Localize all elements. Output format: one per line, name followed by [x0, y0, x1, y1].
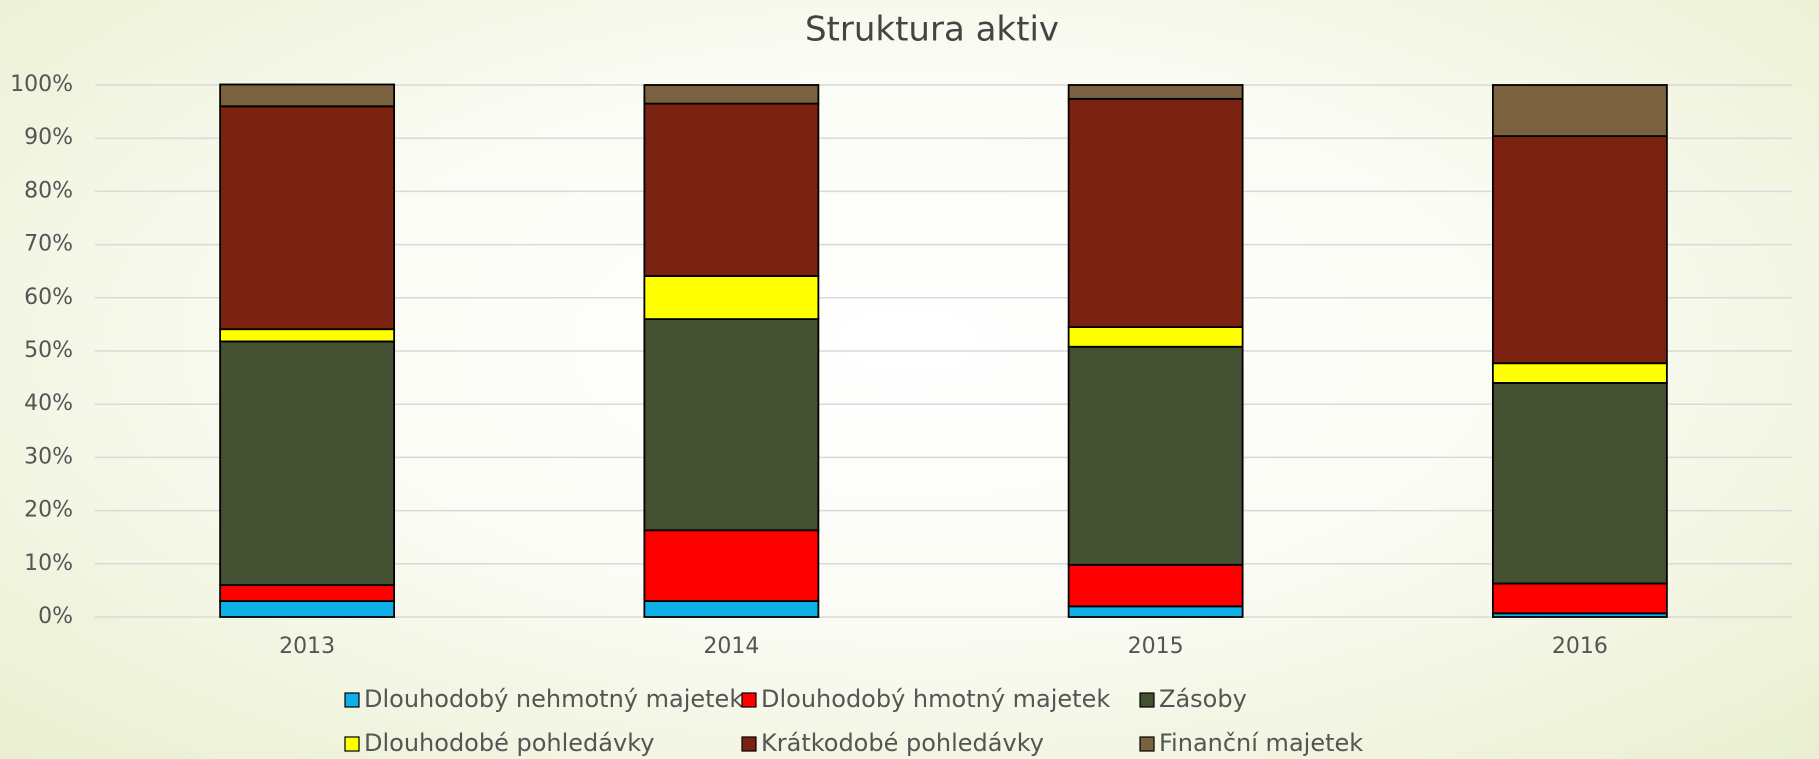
bar-segment	[1067, 605, 1244, 618]
x-tick-label: 2016	[1552, 634, 1608, 659]
bar-segment	[643, 102, 820, 277]
y-tick-label: 100%	[10, 72, 73, 97]
bar-segment	[1491, 362, 1668, 384]
bar-segment	[1491, 135, 1668, 365]
bar-segment	[1491, 582, 1668, 615]
legend-label: Zásoby	[1159, 685, 1247, 713]
bar-segment	[643, 318, 820, 532]
bar-segment	[1067, 84, 1244, 100]
legend-label: Dlouhodobý hmotný majetek	[761, 685, 1110, 713]
bar-segment	[219, 600, 396, 618]
bar-segment	[219, 340, 396, 586]
y-tick-label: 60%	[24, 285, 73, 310]
legend-swatch	[344, 736, 360, 752]
bar-segment	[219, 584, 396, 602]
chart-title: Struktura aktiv	[805, 10, 1059, 50]
legend-swatch	[741, 692, 757, 708]
y-tick-label: 70%	[24, 232, 73, 257]
legend-swatch	[1139, 692, 1155, 708]
x-tick-label: 2013	[279, 634, 335, 659]
bar-segment	[1067, 563, 1244, 608]
bar-segment	[1067, 345, 1244, 566]
y-tick-label: 0%	[38, 604, 73, 629]
bar-segment	[643, 600, 820, 618]
y-tick-label: 10%	[24, 551, 73, 576]
x-tick-label: 2014	[703, 634, 759, 659]
bar-segment	[219, 328, 396, 343]
y-tick-label: 90%	[24, 125, 73, 150]
bar-segment	[1067, 326, 1244, 348]
y-tick-label: 30%	[24, 444, 73, 469]
y-tick-label: 20%	[24, 498, 73, 523]
x-tick-label: 2015	[1128, 634, 1184, 659]
bar-segment	[643, 275, 820, 320]
bar-segment	[643, 84, 820, 105]
bar-segment	[1491, 382, 1668, 585]
bar-segment	[643, 529, 820, 602]
bar-segment	[219, 83, 396, 108]
y-tick-label: 80%	[24, 178, 73, 203]
bar-segment	[1491, 84, 1668, 137]
bar-segment	[219, 105, 396, 331]
legend-swatch	[1139, 736, 1155, 752]
legend-swatch	[344, 692, 360, 708]
bar-segment	[1067, 97, 1244, 328]
legend-label: Krátkodobé pohledávky	[761, 729, 1044, 757]
legend-label: Dlouhodobý nehmotný majetek	[364, 685, 743, 713]
legend-label: Finanční majetek	[1159, 729, 1363, 757]
legend-label: Dlouhodobé pohledávky	[364, 729, 654, 757]
y-tick-label: 40%	[24, 391, 73, 416]
legend-swatch	[741, 736, 757, 752]
y-tick-label: 50%	[24, 338, 73, 363]
